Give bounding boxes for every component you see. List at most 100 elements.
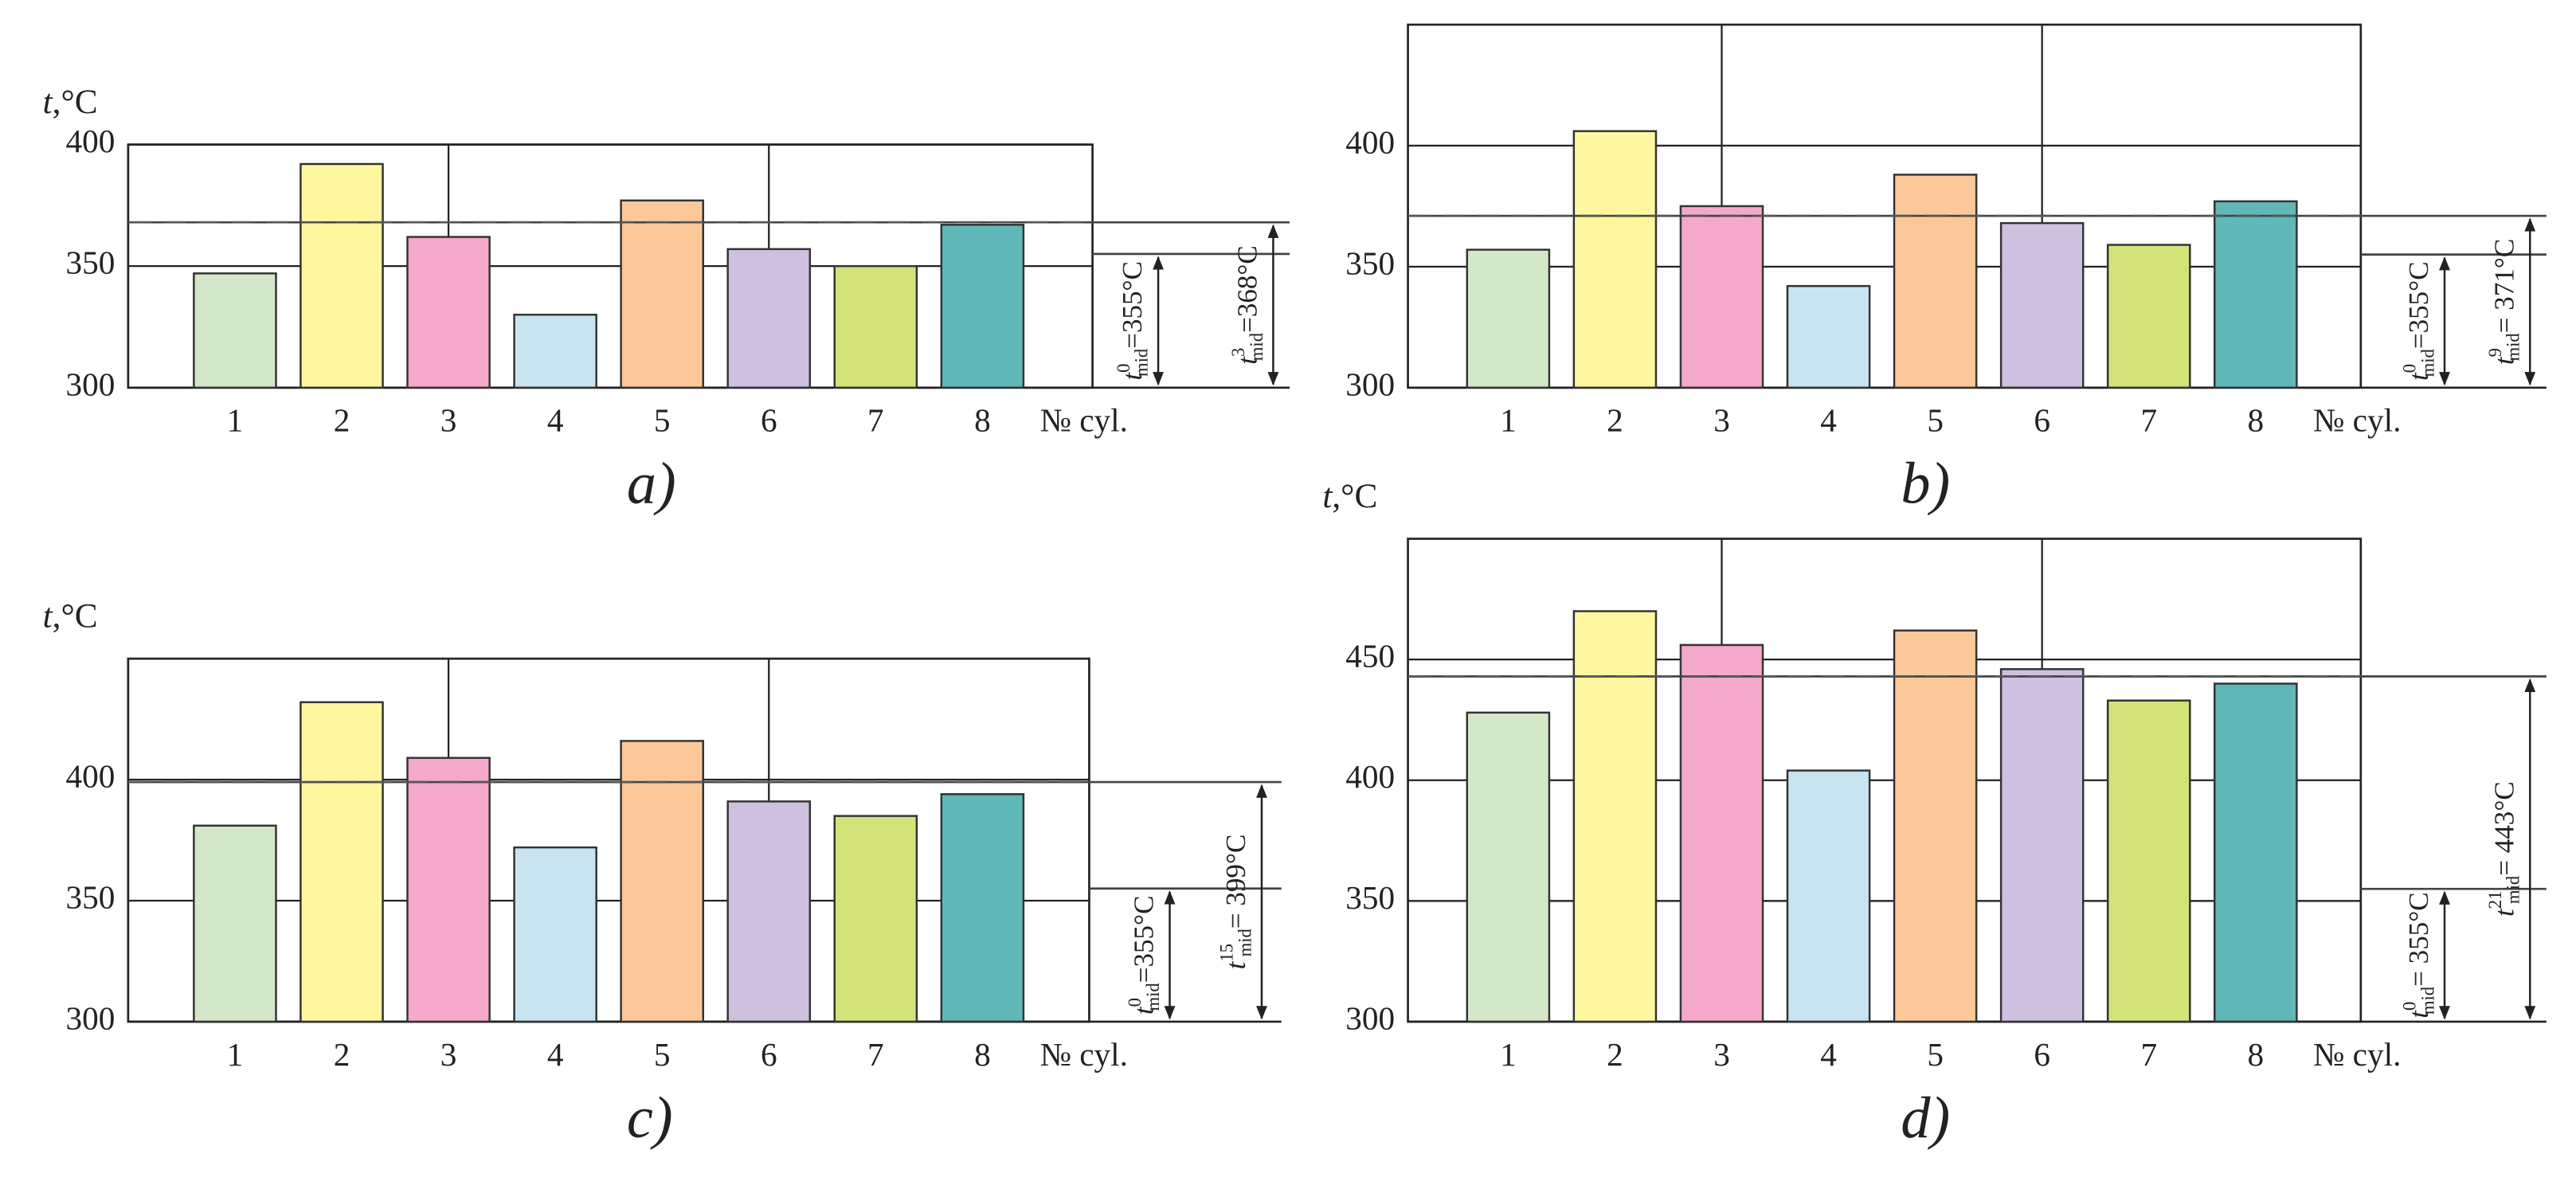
y-tick-label: 400	[66, 758, 115, 795]
x-tick-label: 1	[227, 1036, 244, 1073]
bar	[1893, 629, 1978, 1023]
ref-symbol: t	[1117, 372, 1148, 381]
x-tick-label: 2	[1607, 402, 1623, 439]
y-tick-label: 450	[1345, 638, 1395, 675]
ref-text: = 355°C	[2403, 892, 2434, 987]
ref-sup: 0	[1125, 998, 1145, 1007]
ref-sub: mid	[1143, 983, 1163, 1011]
ref-sub: mid	[2504, 875, 2523, 904]
bar	[1786, 769, 1871, 1023]
ref-text: =355°C	[1129, 896, 1160, 984]
bar	[406, 757, 491, 1023]
x-tick-label: 6	[2034, 1036, 2050, 1073]
y-tick-label: 400	[1345, 758, 1395, 795]
ref-sub: mid	[1132, 348, 1152, 377]
y-label-unit: ,°C	[53, 83, 98, 121]
y-label-symbol: t	[43, 83, 53, 121]
ref-sup: 0	[1114, 364, 1133, 373]
x-tick-label: 4	[547, 402, 564, 439]
panel-label: a)	[627, 452, 676, 517]
y-tick-label: 400	[66, 123, 115, 159]
y-label-unit: ,°C	[1332, 477, 1377, 515]
x-tick-label: 1	[1500, 1036, 1517, 1073]
y-label-symbol: t	[43, 597, 53, 635]
ref-sup: 0	[2400, 364, 2420, 373]
x-tick-label: 3	[440, 1036, 457, 1073]
y-tick-label: 350	[1345, 879, 1395, 916]
bar	[193, 824, 277, 1023]
y-label-unit: ,°C	[1332, 0, 1377, 1]
x-tick-label: 2	[1607, 1036, 1623, 1073]
bar	[833, 264, 918, 389]
y-axis-label: t,°C	[43, 83, 98, 121]
ref-sub: mid	[1235, 928, 1255, 956]
x-tick-label: 8	[974, 402, 991, 439]
bar	[1999, 668, 2085, 1023]
x-tick-label: 5	[1927, 402, 1944, 439]
bar	[513, 313, 597, 389]
y-tick-label: 300	[66, 999, 115, 1036]
ref-symbol: t	[2403, 372, 2434, 381]
x-tick-label: 3	[1713, 1036, 1730, 1073]
x-tick-label: 5	[1927, 1036, 1944, 1073]
y-label-unit: ,°C	[53, 597, 98, 635]
y-tick-label: 400	[1345, 123, 1395, 160]
bar	[1679, 643, 1764, 1023]
ref-sup: 9	[2485, 348, 2505, 357]
x-tick-label: 7	[2140, 1036, 2157, 1073]
reference-label: t15mid= 399°C	[1217, 835, 1255, 970]
y-tick-label: 300	[1345, 999, 1395, 1036]
x-tick-label: 1	[1500, 402, 1517, 439]
ref-symbol: t	[2403, 1010, 2434, 1019]
ref-sub: mid	[2418, 986, 2438, 1015]
bar	[2214, 682, 2298, 1023]
bar	[2214, 200, 2298, 389]
x-tick-label: 8	[974, 1036, 991, 1073]
x-tick-label: 6	[761, 1036, 777, 1073]
bar	[1466, 248, 1551, 389]
x-tick-label: 1	[227, 402, 244, 439]
ref-symbol: t	[1129, 1006, 1160, 1015]
bar	[940, 793, 1025, 1023]
reference-label: t0mid=355°C	[2400, 261, 2438, 381]
bar	[1572, 130, 1658, 389]
reference-label: t0mid=355°C	[1125, 896, 1163, 1015]
bar	[1786, 284, 1871, 389]
bar	[1999, 221, 2085, 389]
bar	[1679, 205, 1764, 389]
x-tick-label: 5	[654, 402, 671, 439]
bar	[406, 236, 491, 389]
x-tick-label: 8	[2248, 402, 2265, 439]
bar	[833, 815, 918, 1023]
bar	[299, 701, 384, 1023]
x-tick-label: 2	[334, 402, 350, 439]
ref-sup: 3	[1228, 348, 1248, 357]
x-tick-label: 4	[1820, 1036, 1837, 1073]
y-tick-label: 350	[66, 878, 115, 915]
bar	[726, 800, 812, 1023]
y-tick-label: 300	[1345, 366, 1395, 402]
ref-symbol: t	[1232, 356, 1263, 365]
ref-text: = 443°C	[2488, 781, 2519, 876]
reference-label: t0mid= 355°C	[2400, 892, 2438, 1018]
y-label-symbol: t	[1322, 477, 1333, 515]
y-axis-label: t,°C	[1322, 0, 1377, 1]
bar	[193, 272, 277, 389]
ref-sub: mid	[2504, 333, 2523, 362]
y-tick-label: 300	[66, 366, 115, 402]
reference-label: t9mid= 371°C	[2485, 239, 2523, 365]
x-tick-label: 5	[654, 1036, 671, 1073]
x-axis-label: № cyl.	[1040, 402, 1128, 439]
x-axis-label: № cyl.	[2313, 402, 2401, 439]
reference-label: t3mid=368°C	[1228, 245, 1266, 365]
ref-sup: 15	[1217, 944, 1237, 962]
ref-sup: 21	[2485, 891, 2505, 909]
ref-text: =355°C	[1117, 261, 1148, 349]
x-tick-label: 3	[440, 402, 457, 439]
x-axis-label: № cyl.	[2313, 1036, 2401, 1073]
bar	[1572, 610, 1658, 1023]
panel-label: b)	[1901, 452, 1950, 517]
x-tick-label: 4	[1820, 402, 1837, 439]
